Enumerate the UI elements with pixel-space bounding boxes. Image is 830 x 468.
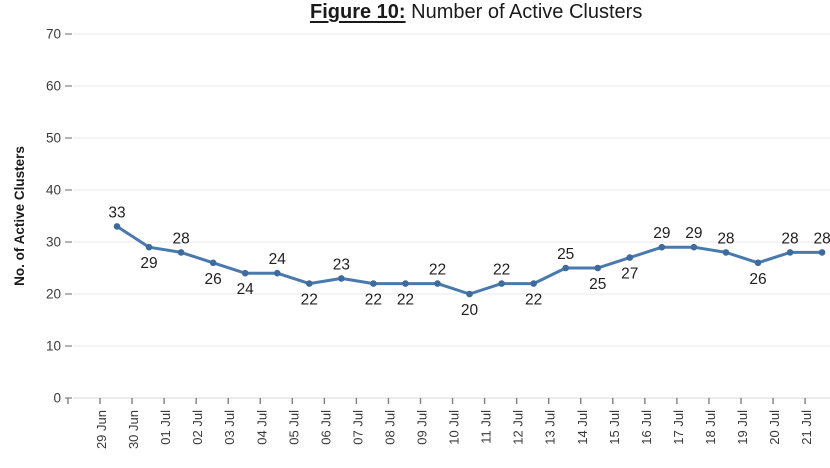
y-tick-label: 20 — [46, 287, 61, 302]
data-label: 22 — [301, 292, 318, 309]
data-point-marker — [818, 249, 826, 256]
data-label: 29 — [653, 225, 670, 242]
x-tick-label: 01 Jul — [158, 410, 173, 445]
data-label: 23 — [333, 256, 350, 273]
data-point-marker — [530, 280, 537, 287]
data-label: 22 — [365, 292, 382, 309]
x-tick-label: 29 Jun — [94, 410, 109, 449]
data-point-marker — [722, 249, 730, 256]
data-label: 29 — [140, 255, 157, 272]
data-point-marker — [370, 280, 377, 287]
data-point-marker — [594, 264, 602, 272]
data-label: 22 — [525, 292, 542, 309]
data-labels: 33 29 28 26 24 24 22 23 22 22 22 20 22 22 25 25 27 29 29 28… — [108, 204, 830, 319]
data-point-marker — [434, 280, 441, 287]
data-label: 26 — [749, 271, 766, 288]
x-tick-label: 11 Jul — [479, 410, 494, 444]
x-tick-label: 20 Jul — [767, 410, 782, 445]
data-point-marker — [466, 290, 473, 298]
data-point-marker — [273, 269, 281, 277]
data-label: 22 — [397, 292, 414, 309]
y-tick-label: 0 — [53, 391, 61, 406]
data-point-marker — [241, 269, 249, 277]
gridlines — [73, 33, 830, 399]
data-label: 28 — [717, 230, 734, 247]
x-tick-label: 10 Jul — [447, 410, 462, 445]
data-point-marker — [145, 243, 153, 251]
x-tick-label: 09 Jul — [415, 410, 430, 445]
x-tick-label: 30 Jun — [126, 410, 141, 449]
data-point-marker — [690, 243, 698, 251]
y-tick-label: 50 — [46, 131, 61, 146]
data-label: 33 — [108, 204, 125, 221]
x-tick-label: 02 Jul — [190, 410, 205, 445]
data-label: 28 — [813, 230, 830, 247]
data-point-marker — [113, 223, 121, 230]
data-label: 28 — [172, 230, 189, 247]
x-tick-label: 19 Jul — [735, 410, 750, 445]
data-label: 27 — [621, 266, 638, 283]
figure-title-text: Number of Active Clusters — [405, 1, 643, 23]
x-tick-label: 16 Jul — [639, 410, 654, 445]
data-point-marker — [177, 249, 185, 256]
y-axis: 0 10 20 30 40 50 60 70 — [46, 27, 72, 406]
markers — [113, 223, 826, 298]
data-label: 20 — [461, 302, 479, 319]
data-point-marker — [626, 254, 634, 261]
x-tick-label: 06 Jul — [318, 410, 333, 445]
y-tick-label: 10 — [46, 339, 61, 354]
data-point-marker — [338, 275, 345, 282]
data-label: 22 — [429, 262, 446, 279]
y-tick-label: 30 — [46, 235, 61, 250]
data-label: 25 — [557, 246, 574, 263]
x-tick-label: 14 Jul — [575, 410, 590, 445]
figure-title-number: Figure 10: — [310, 1, 406, 23]
data-point-marker — [562, 264, 569, 272]
x-tick-label: 13 Jul — [543, 410, 558, 445]
y-axis-title-group: No. of Active Clusters — [12, 146, 27, 286]
y-tick-label: 70 — [46, 27, 61, 42]
data-label: 26 — [205, 271, 222, 288]
data-label: 28 — [781, 230, 798, 247]
data-point-marker — [498, 280, 505, 287]
x-tick-label: 17 Jul — [671, 410, 686, 445]
x-tick-label: 04 Jul — [254, 410, 269, 445]
x-tick-label: 18 Jul — [703, 410, 718, 445]
figure-title: Figure 10: Number of Active Clusters — [310, 1, 642, 24]
x-tick-label: 07 Jul — [350, 410, 365, 445]
data-label: 22 — [493, 262, 510, 279]
x-axis-ticks — [67, 398, 806, 404]
x-tick-label: 03 Jul — [222, 410, 237, 445]
data-point-marker — [754, 259, 762, 267]
data-label: 24 — [269, 251, 287, 268]
y-tick-label: 40 — [46, 183, 61, 198]
data-point-marker — [402, 280, 409, 287]
x-tick-label: 21 Jul — [799, 410, 814, 445]
data-point-marker — [209, 259, 217, 267]
data-point-marker — [786, 249, 794, 256]
y-axis-title: No. of Active Clusters — [12, 146, 27, 286]
x-tick-label: 15 Jul — [607, 410, 622, 445]
data-label: 29 — [685, 225, 702, 242]
data-point-marker — [306, 280, 313, 287]
data-label: 24 — [237, 281, 255, 298]
x-tick-label: 08 Jul — [382, 410, 397, 445]
x-tick-label: 05 Jul — [286, 410, 301, 445]
x-tick-label: 12 Jul — [511, 410, 526, 445]
x-axis-labels: 29 Jun 30 Jun 01 Jul 02 Jul 03 Jul 04 Jul 05 J… — [94, 410, 814, 449]
data-point-marker — [658, 243, 666, 251]
y-tick-label: 60 — [46, 79, 61, 94]
data-label: 25 — [589, 276, 606, 293]
